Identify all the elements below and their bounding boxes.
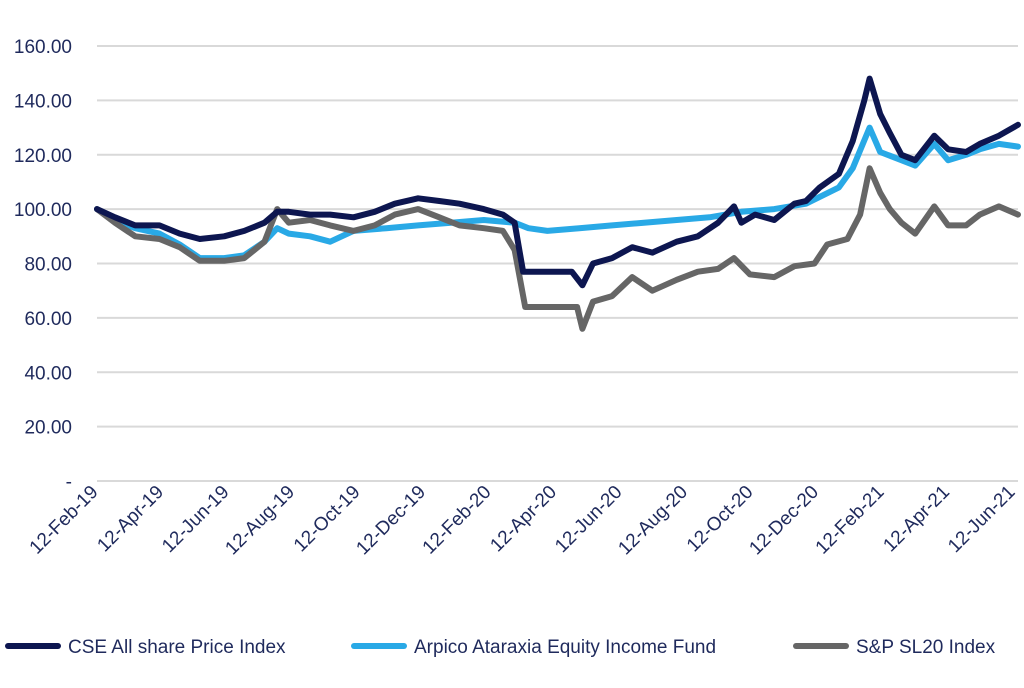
legend-item: S&P SL20 Index (793, 637, 996, 658)
x-tick-label: 12-Aug-20 (614, 482, 692, 560)
legend-label: S&P SL20 Index (856, 637, 996, 658)
x-tick-label: 12-Jun-21 (944, 482, 1019, 557)
x-tick-label: 12-Feb-20 (419, 482, 496, 559)
y-tick-label: 120.00 (14, 146, 72, 167)
legend: CSE All share Price Index Arpico Ataraxia… (5, 637, 996, 658)
series-line-2 (94, 165, 1021, 332)
x-tick-label: 12-Dec-20 (745, 482, 823, 560)
x-tick-label: 12-Feb-21 (812, 482, 889, 559)
y-axis-ticks: 160.00 140.00 120.00 100.00 80.00 60.00 40.00 2… (14, 37, 72, 493)
x-tick-label: 12-Apr-19 (93, 482, 168, 557)
x-tick-label: 12-Aug-19 (221, 482, 299, 560)
x-tick-label: 12-Apr-20 (486, 482, 561, 557)
y-tick-label: 20.00 (24, 418, 72, 439)
series-line-0 (94, 75, 1021, 289)
legend-item: CSE All share Price Index (5, 637, 286, 658)
x-axis-ticks: 12-Feb-1912-Apr-1912-Jun-1912-Aug-1912-O… (26, 482, 1020, 560)
y-tick-label: 140.00 (14, 91, 72, 112)
legend-label: Arpico Ataraxia Equity Income Fund (414, 637, 716, 658)
gridlines (97, 45, 1018, 428)
x-tick-label: 12-Apr-21 (879, 482, 954, 557)
legend-item: Arpico Ataraxia Equity Income Fund (351, 637, 716, 658)
series-lines (94, 75, 1021, 332)
y-tick-label: 160.00 (14, 37, 72, 58)
y-tick-label: - (66, 472, 72, 493)
legend-label: CSE All share Price Index (68, 637, 286, 658)
y-tick-label: 60.00 (24, 309, 72, 330)
y-tick-label: 80.00 (24, 255, 72, 276)
x-tick-label: 12-Dec-19 (352, 482, 430, 560)
x-tick-label: 12-Feb-19 (26, 482, 103, 559)
y-tick-label: 40.00 (24, 363, 72, 384)
y-tick-label: 100.00 (14, 200, 72, 221)
